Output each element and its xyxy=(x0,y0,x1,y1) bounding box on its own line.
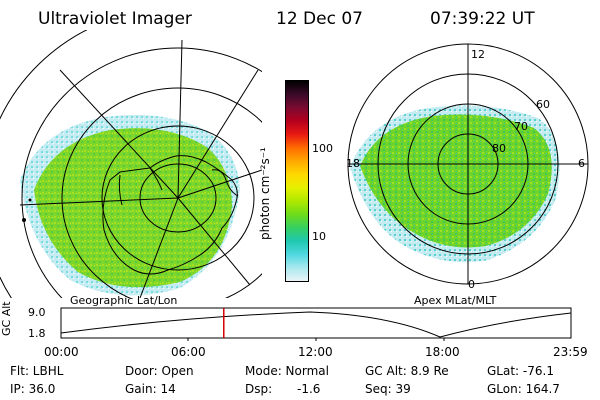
altitude-ymin: 1.8 xyxy=(28,327,46,340)
date-label: 12 Dec 07 xyxy=(276,9,363,29)
xtick-2359: 23:59 xyxy=(553,345,588,359)
colorbar xyxy=(285,80,309,282)
dsp-info: Dsp: xyxy=(245,382,273,396)
mlt-label-18: 18 xyxy=(346,157,360,170)
time-label: 07:39:22 UT xyxy=(430,9,535,29)
glon-info: GLon: 164.7 xyxy=(487,382,560,396)
ip-info: IP: 36.0 xyxy=(10,382,56,396)
door-info: Door: Open xyxy=(125,364,194,378)
seq-info: Seq: 39 xyxy=(365,382,411,396)
xtick-0000: 00:00 xyxy=(44,345,79,359)
gc-alt-info: GC Alt: 8.9 Re xyxy=(365,364,449,378)
lat-label-80: 80 xyxy=(492,142,506,155)
xtick-1200: 12:00 xyxy=(298,345,333,359)
xtick-0600: 06:00 xyxy=(171,345,206,359)
xtick-1800: 18:00 xyxy=(425,345,460,359)
colorbar-tick-10: 10 xyxy=(312,230,326,243)
apex-map xyxy=(347,43,589,285)
instrument-title: Ultraviolet Imager xyxy=(38,9,192,29)
mlt-label-12: 12 xyxy=(471,48,485,61)
apex-map-caption: Apex MLat/MLT xyxy=(414,294,497,307)
altitude-plot xyxy=(60,307,572,341)
lat-label-60: 60 xyxy=(536,98,550,111)
mlt-label-6: 6 xyxy=(578,157,585,170)
coastline-icon xyxy=(102,155,239,275)
mlt-label-0: 0 xyxy=(468,278,475,291)
colorbar-label: photon cm⁻²s⁻¹ xyxy=(258,147,272,240)
gain-info: Gain: 14 xyxy=(125,382,176,396)
colorbar-tick-100: 100 xyxy=(312,142,333,155)
altitude-ymax: 9.0 xyxy=(28,306,46,319)
altitude-ylabel: GC Alt xyxy=(0,301,13,336)
mode-info: Mode: Normal xyxy=(245,364,329,378)
filter-info: Flt: LBHL xyxy=(10,364,64,378)
lat-label-70: 70 xyxy=(514,120,528,133)
dsp-value: -1.6 xyxy=(297,382,321,396)
geographic-map-caption: Geographic Lat/Lon xyxy=(70,294,178,307)
geographic-map xyxy=(0,30,262,298)
glat-info: GLat: -76.1 xyxy=(487,364,554,378)
